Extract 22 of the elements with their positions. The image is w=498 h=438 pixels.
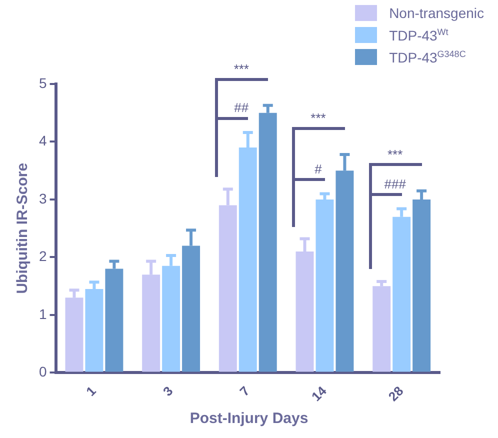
annotation: ##	[234, 100, 250, 116]
annotation: ***	[310, 110, 326, 126]
text: ***	[234, 61, 249, 76]
x-tick-label: 28	[385, 383, 406, 404]
legend-label: Non-transgenic	[389, 5, 484, 21]
y-tick-label: 1	[38, 306, 47, 322]
x-tick-label: 1	[83, 383, 99, 400]
y-tick-label: 4	[38, 132, 47, 149]
annotation: ###	[384, 176, 407, 192]
x-tick-label: 7	[236, 383, 253, 400]
x-tick-label: 3	[160, 383, 176, 400]
x-axis-title: Post-Injury Days	[188, 410, 310, 427]
annotation: ***	[388, 146, 403, 162]
x-tick-label: 14	[308, 382, 330, 404]
legend-label: TDP-43$^{Wt}$	[389, 26, 448, 44]
y-tick-label: 3	[38, 190, 47, 206]
legend-label: TDP-43$^{G348C}$	[389, 48, 466, 66]
y-tick-label: 0	[38, 364, 47, 380]
annotation: #	[314, 161, 323, 176]
y-axis-title: Ubiquitin IR-Score	[14, 162, 32, 294]
y-tick-label: 5	[38, 74, 47, 91]
y-tick-label: 2	[38, 248, 47, 264]
